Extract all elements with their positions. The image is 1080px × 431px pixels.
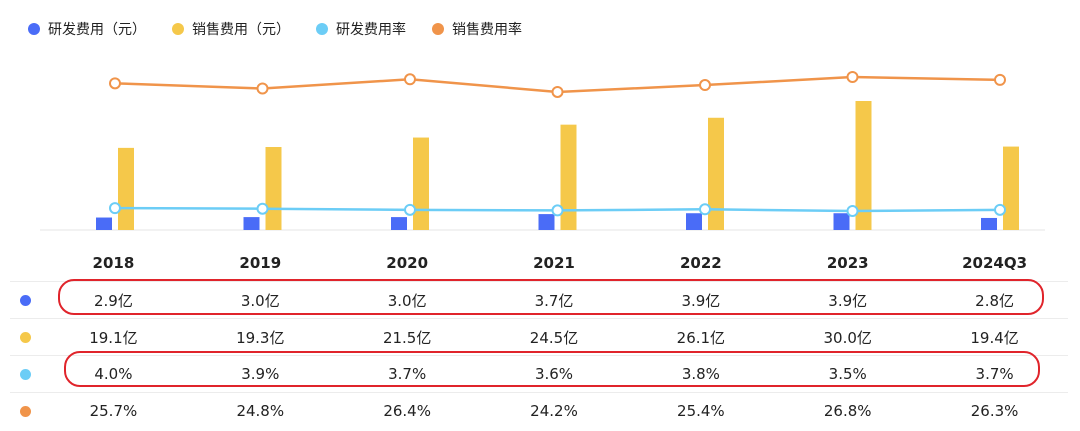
legend-item-sales-expense[interactable]: 销售费用（元） <box>172 19 290 39</box>
table-cell: 3.0亿 <box>387 291 427 310</box>
point-sales-rate-2019 <box>256 82 269 95</box>
legend-label-rd-rate: 研发费用率 <box>336 22 406 38</box>
highlight-box-rd-rate-row <box>64 351 1040 387</box>
table-cell: 26.3% <box>970 402 1019 420</box>
table-cell: 3.7% <box>975 365 1014 383</box>
legend-item-rd-rate[interactable]: 研发费用率 <box>316 19 406 39</box>
table-cell: 30.0亿 <box>823 328 872 347</box>
table-cell: 3.8% <box>681 365 720 383</box>
legend-item-sales-rate[interactable]: 销售费用率 <box>432 19 522 39</box>
header-cell: 2020 <box>386 254 429 272</box>
table-cell: 26.1亿 <box>676 328 726 347</box>
bar-rd-expense-2019 <box>243 217 260 230</box>
bar-sales-expense-2022 <box>708 117 724 230</box>
legend-marker-sales-expense <box>172 23 184 35</box>
point-rd-rate-2021 <box>551 204 564 217</box>
point-rd-rate-2019 <box>256 202 269 215</box>
table-cell: 24.2% <box>530 402 578 420</box>
row-marker-sales-expense <box>19 331 31 343</box>
bar-sales-expense-2024Q3 <box>1003 146 1019 230</box>
table-cell: 19.1亿 <box>89 328 138 347</box>
bar-sales-expense-2020 <box>413 137 429 230</box>
table-cell: 3.0亿 <box>240 291 280 310</box>
table-cell: 3.9亿 <box>681 291 721 310</box>
point-rd-rate-2023 <box>846 205 859 217</box>
table-row-rd-expense: 2.9亿 3.0亿 3.0亿 3.7亿 3.9亿 3.9亿 2.8亿 <box>10 281 1068 318</box>
bar-rd-expense-2022 <box>686 213 702 230</box>
table-cell: 26.8% <box>823 402 872 420</box>
table-cell: 25.4% <box>677 402 725 420</box>
table-row-rd-rate: 4.0% 3.9% 3.7% 3.6% 3.8% 3.5% 3.7% <box>10 355 1068 392</box>
point-sales-rate-2021 <box>551 85 564 98</box>
table-cell: 2.9亿 <box>94 291 133 310</box>
row-marker-sales-rate <box>19 405 31 417</box>
table-cell: 25.7% <box>89 402 138 420</box>
bar-sales-expense-2021 <box>560 124 577 230</box>
chart-plot <box>40 71 1045 231</box>
bar-rd-expense-2018 <box>96 217 112 230</box>
table-header-row: 2018 2019 2020 2021 2022 2023 2024Q3 <box>10 245 1068 281</box>
table-cell: 3.6% <box>534 365 574 383</box>
table-row-sales-rate: 25.7% 24.8% 26.4% 24.2% 25.4% 26.8% 26.3… <box>10 392 1068 429</box>
highlight-box-rd-expense-row <box>58 279 1044 315</box>
legend-marker-rd-rate <box>316 23 328 35</box>
table-cell: 3.7亿 <box>534 291 574 310</box>
legend-label-rd-expense: 研发费用（元） <box>48 22 146 38</box>
table-cell: 3.5% <box>828 365 867 383</box>
legend-item-rd-expense[interactable]: 研发费用（元） <box>28 19 146 39</box>
point-rd-rate-2018 <box>109 202 121 215</box>
table-cell: 21.5亿 <box>382 328 432 347</box>
point-sales-rate-2024Q3 <box>994 73 1006 86</box>
point-sales-rate-2018 <box>109 77 121 90</box>
legend-label-sales-expense: 销售费用（元） <box>192 22 290 38</box>
point-sales-rate-2023 <box>846 71 859 83</box>
header-cell: 2022 <box>679 254 722 272</box>
header-cell: 2024Q3 <box>962 254 1028 272</box>
table-cell: 3.9% <box>241 365 280 383</box>
bar-rd-expense-2021 <box>538 214 555 230</box>
point-rd-rate-2022 <box>699 203 711 216</box>
table-cell: 19.3亿 <box>236 328 285 347</box>
bar-sales-expense-2023 <box>855 101 872 230</box>
bar-rd-expense-2024Q3 <box>981 217 997 230</box>
point-sales-rate-2020 <box>404 73 416 86</box>
point-rd-rate-2020 <box>404 203 416 216</box>
table-cell: 3.7% <box>388 365 427 383</box>
row-marker-rd-rate <box>19 368 31 380</box>
header-cell: 2021 <box>533 254 575 272</box>
legend-marker-rd-expense <box>28 23 40 35</box>
table-cell: 4.0% <box>94 365 133 383</box>
table-cell: 26.4% <box>383 402 431 420</box>
table-cell: 3.9亿 <box>828 291 868 310</box>
header-cell: 2019 <box>239 254 282 272</box>
row-marker-rd-expense <box>19 294 31 306</box>
bar-rd-expense-2023 <box>833 213 850 230</box>
legend-label-sales-rate: 销售费用率 <box>452 22 522 38</box>
point-sales-rate-2022 <box>699 79 711 92</box>
legend-marker-sales-rate <box>432 23 444 35</box>
table-cell: 24.8% <box>236 402 285 420</box>
table-cell: 19.4亿 <box>970 328 1019 347</box>
point-rd-rate-2024Q3 <box>994 203 1006 216</box>
chart-legend: 研发费用（元） 销售费用（元） 研发费用率 销售费用率 <box>28 18 522 40</box>
data-table: 2018 2019 2020 2021 2022 2023 2024Q3 2.9… <box>10 245 1068 429</box>
bar-sales-expense-2019 <box>265 147 282 230</box>
header-cell: 2023 <box>826 254 869 272</box>
header-cell: 2018 <box>92 254 135 272</box>
table-row-sales-expense: 19.1亿 19.3亿 21.5亿 24.5亿 26.1亿 30.0亿 19.4… <box>10 318 1068 355</box>
table-cell: 24.5亿 <box>529 328 579 347</box>
bar-rd-expense-2020 <box>391 217 407 230</box>
table-cell: 2.8亿 <box>975 291 1015 310</box>
bar-sales-expense-2018 <box>118 147 134 230</box>
